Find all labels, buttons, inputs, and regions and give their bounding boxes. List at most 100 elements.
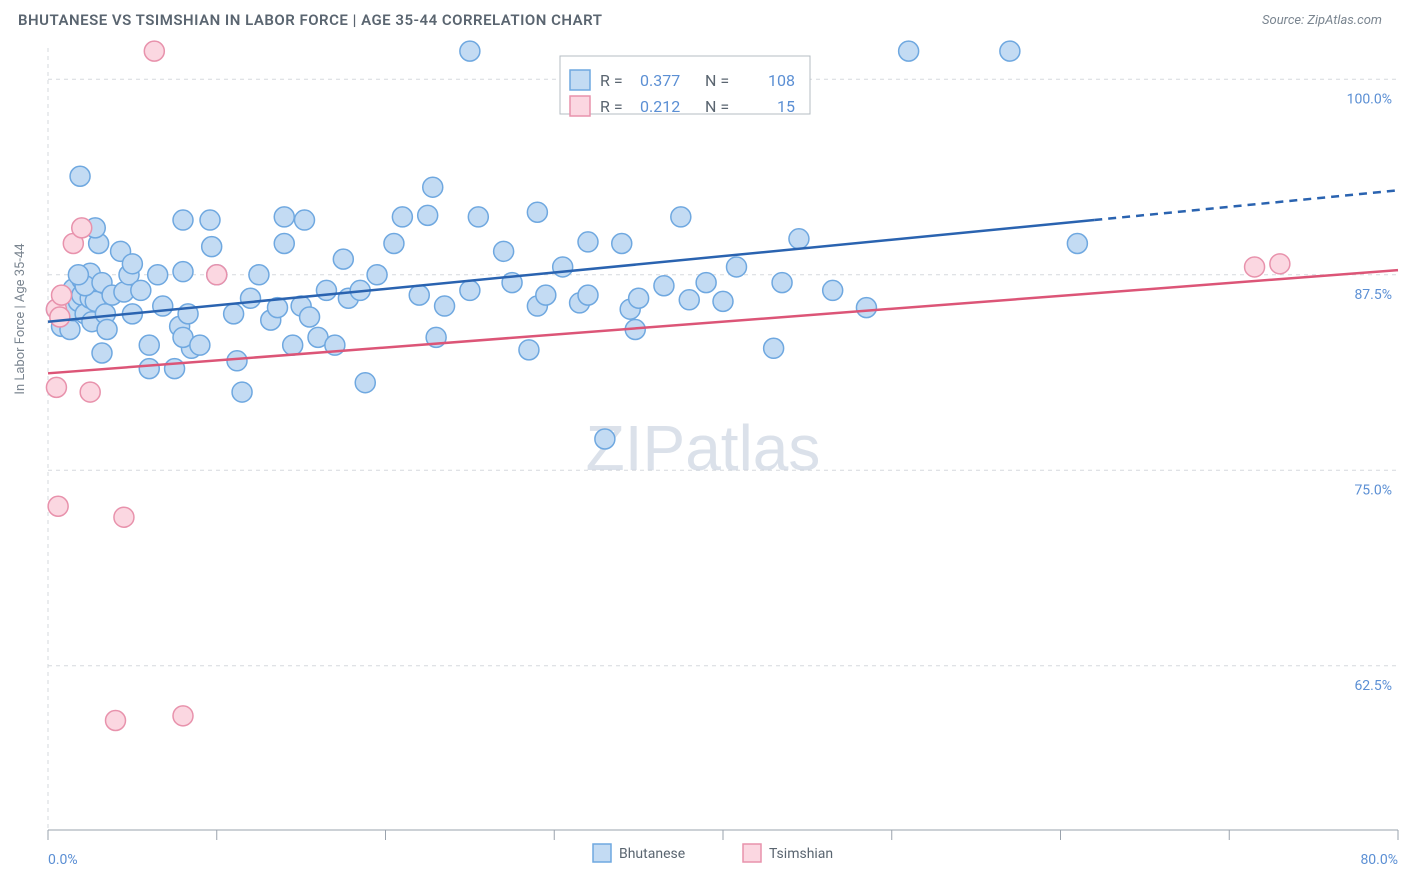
svg-text:R =: R =: [600, 97, 623, 116]
data-point: [494, 241, 514, 261]
data-point: [202, 237, 222, 257]
y-tick-label: 100.0%: [1347, 91, 1392, 107]
watermark: ZIPatlas: [586, 412, 821, 484]
data-point: [295, 210, 315, 230]
data-point: [823, 280, 843, 300]
data-point: [654, 276, 674, 296]
svg-text:ZIPatlas: ZIPatlas: [586, 412, 821, 484]
scatter-points: [46, 41, 1289, 730]
data-point: [46, 377, 66, 397]
data-point: [114, 507, 134, 527]
title-bar: BHUTANESE VS TSIMSHIAN IN LABOR FORCE | …: [0, 0, 1406, 40]
data-point: [165, 359, 185, 379]
data-point: [283, 335, 303, 355]
data-point: [97, 320, 117, 340]
data-point: [1000, 41, 1020, 61]
data-point: [1245, 257, 1265, 277]
data-point: [153, 296, 173, 316]
data-point: [80, 382, 100, 402]
data-point: [772, 273, 792, 293]
y-axis-label: In Labor Force | Age 35-44: [13, 243, 28, 395]
data-point: [144, 41, 164, 61]
data-point: [173, 210, 193, 230]
chart-container: BHUTANESE VS TSIMSHIAN IN LABOR FORCE | …: [0, 0, 1406, 892]
data-point: [612, 234, 632, 254]
legend-swatch: [593, 844, 611, 862]
y-tick-label: 87.5%: [1354, 287, 1392, 303]
series-legend: Bhutanese Tsimshian: [593, 844, 833, 862]
data-point: [316, 280, 336, 300]
data-point: [856, 298, 876, 318]
data-point: [1067, 234, 1087, 254]
data-point: [418, 205, 438, 225]
data-point: [52, 285, 72, 305]
y-tick-label: 62.5%: [1354, 678, 1392, 694]
data-point: [384, 234, 404, 254]
data-point: [139, 335, 159, 355]
correlation-legend: R = 0.377 N = 108 R = 0.212 N = 15: [560, 56, 810, 116]
data-point: [713, 291, 733, 311]
data-point: [50, 307, 70, 327]
data-point: [423, 177, 443, 197]
svg-text:N =: N =: [705, 97, 729, 116]
data-point: [355, 373, 375, 393]
data-point: [148, 265, 168, 285]
data-point: [122, 254, 142, 274]
trend-line: [48, 270, 1398, 373]
svg-text:R =: R =: [600, 71, 623, 90]
data-point: [727, 257, 747, 277]
data-point: [224, 304, 244, 324]
data-point: [274, 207, 294, 227]
svg-text:0.377: 0.377: [640, 71, 680, 90]
data-point: [764, 338, 784, 358]
data-point: [536, 285, 556, 305]
data-point: [68, 265, 88, 285]
data-point: [227, 351, 247, 371]
axes: [48, 830, 1398, 840]
data-point: [1270, 254, 1290, 274]
data-point: [139, 359, 159, 379]
chart-title: BHUTANESE VS TSIMSHIAN IN LABOR FORCE | …: [18, 11, 602, 29]
data-point: [190, 335, 210, 355]
data-point: [629, 288, 649, 308]
data-point: [409, 285, 429, 305]
y-tick-labels: 62.5% 75.0% 87.5% 100.0%: [1347, 91, 1392, 694]
data-point: [200, 210, 220, 230]
data-point: [72, 218, 92, 238]
data-point: [460, 280, 480, 300]
data-point: [173, 262, 193, 282]
data-point: [671, 207, 691, 227]
data-point: [232, 382, 252, 402]
data-point: [696, 273, 716, 293]
svg-text:108: 108: [768, 71, 795, 90]
x-tick-labels: 0.0% 80.0%: [48, 852, 1398, 868]
svg-text:0.212: 0.212: [640, 97, 680, 116]
data-point: [789, 229, 809, 249]
svg-text:N =: N =: [705, 71, 729, 90]
data-point: [241, 288, 261, 308]
y-tick-label: 75.0%: [1354, 482, 1392, 498]
data-point: [527, 202, 547, 222]
data-point: [92, 343, 112, 363]
data-point: [899, 41, 919, 61]
data-point: [519, 340, 539, 360]
svg-text:15: 15: [777, 97, 795, 116]
data-point: [106, 711, 126, 731]
data-point: [553, 257, 573, 277]
data-point: [595, 429, 615, 449]
legend-label: Bhutanese: [619, 846, 685, 862]
data-point: [468, 207, 488, 227]
data-point: [274, 234, 294, 254]
x-tick-label: 80.0%: [1360, 852, 1398, 868]
data-point: [679, 290, 699, 310]
x-tick-label: 0.0%: [48, 852, 78, 868]
data-point: [70, 166, 90, 186]
legend-label: Tsimshian: [769, 846, 833, 862]
legend-swatch: [743, 844, 761, 862]
data-point: [392, 207, 412, 227]
data-point: [300, 307, 320, 327]
data-point: [578, 285, 598, 305]
data-point: [460, 41, 480, 61]
data-point: [367, 265, 387, 285]
trend-line-extrapolated: [1094, 190, 1398, 220]
